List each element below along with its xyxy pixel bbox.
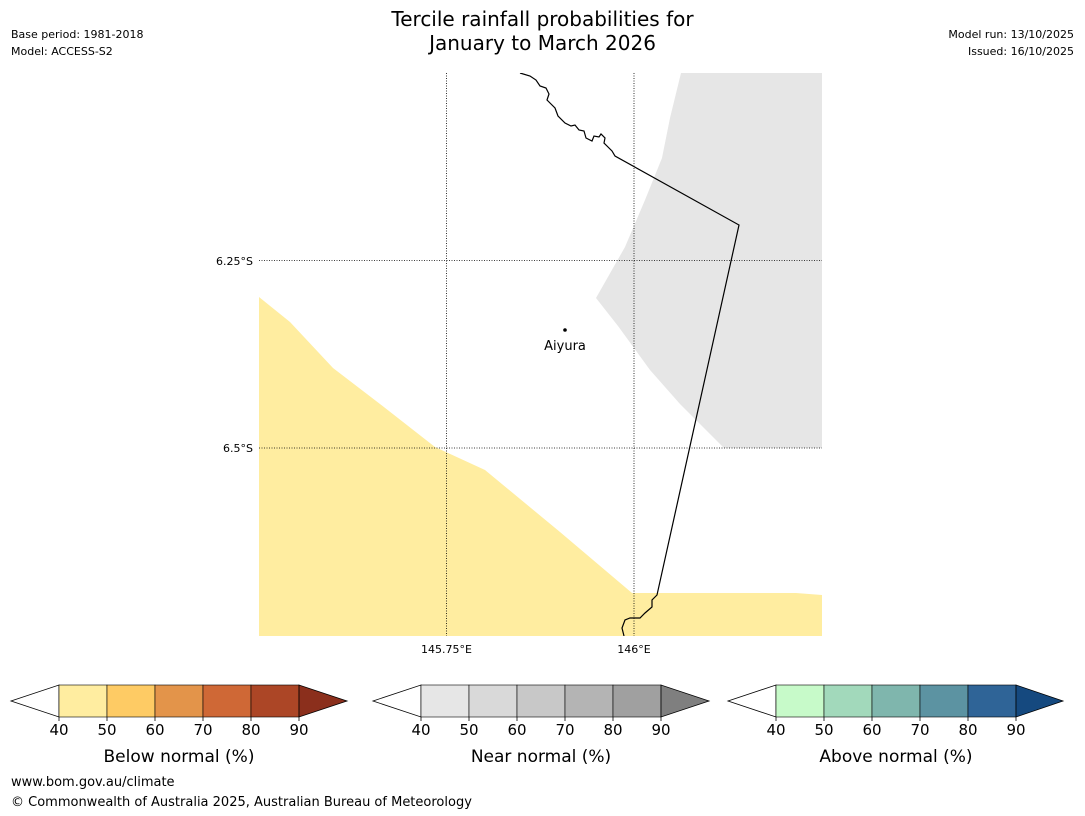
- below-swatch: [106, 684, 156, 718]
- chart-title: Tercile rainfall probabilities for Janua…: [0, 7, 1085, 55]
- near-colorbar-label: Near normal (%): [471, 747, 611, 767]
- near-tick-label: 40: [411, 721, 430, 739]
- meta-right: Model run: 13/10/2025 Issued: 16/10/2025: [948, 26, 1074, 60]
- below-tick-label: 70: [193, 721, 212, 739]
- near-extend-high: [660, 684, 711, 718]
- above-extend-low: [726, 684, 777, 718]
- aiyura-marker[interactable]: [563, 328, 567, 332]
- title-line-1: Tercile rainfall probabilities for: [391, 7, 694, 31]
- meta-left: Base period: 1981-2018 Model: ACCESS-S2: [11, 26, 143, 60]
- near-swatch: [564, 684, 614, 718]
- above-swatch: [919, 684, 969, 718]
- near-swatch: [468, 684, 518, 718]
- below-tick-label: 60: [145, 721, 164, 739]
- colorbar-near-normal: 40 50 60 70 80 90 Near normal (%): [371, 684, 711, 767]
- footer-copyright: © Commonwealth of Australia 2025, Austra…: [11, 795, 472, 810]
- near-extend-low: [371, 684, 422, 718]
- below-extend-low: [9, 684, 60, 718]
- below-normal-region: [259, 297, 822, 636]
- below-tick-label: 50: [97, 721, 116, 739]
- below-swatch: [202, 684, 252, 718]
- above-tick-label: 80: [958, 721, 977, 739]
- aiyura-label: Aiyura: [544, 339, 586, 354]
- above-swatch: [967, 684, 1017, 718]
- near-tick-label: 50: [459, 721, 478, 739]
- lon-label-146: 146°E: [617, 643, 650, 656]
- base-period: Base period: 1981-2018: [11, 28, 144, 41]
- above-tick-label: 70: [910, 721, 929, 739]
- lon-label-145-75: 145.75°E: [421, 643, 472, 656]
- above-tick-label: 60: [862, 721, 881, 739]
- below-swatch: [58, 684, 108, 718]
- near-tick-label: 70: [555, 721, 574, 739]
- map-fills: [259, 73, 822, 636]
- near-swatch: [420, 684, 470, 718]
- below-swatch: [154, 684, 204, 718]
- below-swatch: [250, 684, 300, 718]
- title-line-2: January to March 2026: [429, 31, 656, 55]
- near-tick-label: 90: [651, 721, 670, 739]
- border-line: [519, 73, 740, 636]
- near-tick-label: 60: [507, 721, 526, 739]
- footer-url[interactable]: www.bom.gov.au/climate: [11, 775, 175, 790]
- colorbar-below-normal: 40 50 60 70 80 90 Below normal (%): [9, 684, 349, 767]
- above-swatch: [823, 684, 873, 718]
- near-swatch: [516, 684, 566, 718]
- lat-label-6-5: 6.5°S: [223, 442, 253, 455]
- above-tick-label: 40: [766, 721, 785, 739]
- near-swatch: [612, 684, 662, 718]
- lat-label-6-25: 6.25°S: [216, 255, 253, 268]
- below-colorbar-label: Below normal (%): [104, 747, 255, 767]
- issued-date: Issued: 16/10/2025: [967, 45, 1074, 58]
- colorbar-above-normal: 40 50 60 70 80 90 Above normal (%): [726, 684, 1065, 767]
- below-tick-label: 90: [289, 721, 308, 739]
- above-extend-high: [1015, 684, 1065, 718]
- above-swatch: [871, 684, 921, 718]
- above-tick-label: 90: [1006, 721, 1025, 739]
- above-tick-label: 50: [814, 721, 833, 739]
- below-tick-label: 80: [241, 721, 260, 739]
- model-run: Model run: 13/10/2025: [948, 28, 1074, 41]
- below-tick-label: 40: [49, 721, 68, 739]
- above-swatch: [775, 684, 825, 718]
- above-colorbar-label: Above normal (%): [819, 747, 972, 767]
- model-name: Model: ACCESS-S2: [11, 45, 113, 58]
- near-tick-label: 80: [603, 721, 622, 739]
- below-extend-high: [298, 684, 349, 718]
